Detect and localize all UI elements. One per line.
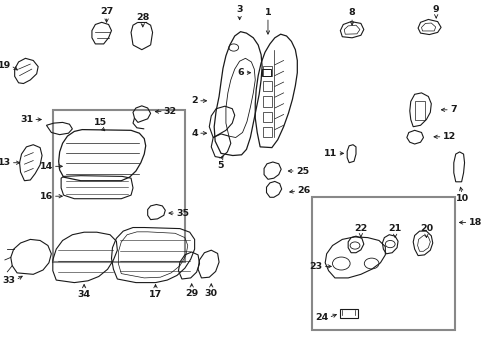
Text: 12: 12 bbox=[442, 132, 455, 141]
Bar bbox=[263, 66, 271, 76]
Text: 10: 10 bbox=[455, 194, 468, 203]
Bar bbox=[414, 101, 425, 120]
Text: 11: 11 bbox=[324, 149, 337, 158]
Text: 25: 25 bbox=[295, 166, 308, 175]
Text: 16: 16 bbox=[40, 192, 53, 201]
Text: 35: 35 bbox=[176, 209, 189, 217]
Text: 4: 4 bbox=[191, 129, 198, 138]
Text: 13: 13 bbox=[0, 158, 11, 167]
Bar bbox=[261, 69, 271, 76]
Text: 33: 33 bbox=[2, 276, 16, 284]
Text: 1: 1 bbox=[264, 8, 271, 17]
Bar bbox=[311, 197, 454, 330]
Text: 24: 24 bbox=[315, 313, 328, 322]
Text: 8: 8 bbox=[348, 8, 355, 17]
Text: 30: 30 bbox=[204, 289, 217, 298]
Text: 3: 3 bbox=[236, 5, 243, 14]
Text: 32: 32 bbox=[163, 107, 177, 116]
Text: 26: 26 bbox=[297, 186, 310, 195]
Text: 18: 18 bbox=[468, 218, 481, 227]
Text: 17: 17 bbox=[148, 290, 162, 299]
Text: 27: 27 bbox=[100, 7, 113, 16]
Bar bbox=[263, 81, 271, 91]
Text: 20: 20 bbox=[419, 224, 432, 233]
Text: 31: 31 bbox=[20, 115, 33, 124]
Text: 5: 5 bbox=[216, 161, 223, 170]
Text: 14: 14 bbox=[40, 162, 53, 171]
Bar bbox=[263, 96, 271, 107]
Bar bbox=[53, 110, 184, 262]
Text: 23: 23 bbox=[309, 262, 322, 271]
Text: 28: 28 bbox=[136, 13, 149, 22]
Bar bbox=[263, 112, 271, 122]
Text: 6: 6 bbox=[237, 68, 244, 77]
Text: 22: 22 bbox=[353, 224, 367, 233]
Text: 29: 29 bbox=[184, 289, 198, 298]
Text: 34: 34 bbox=[78, 290, 90, 299]
Text: 2: 2 bbox=[191, 96, 198, 105]
Text: 21: 21 bbox=[387, 224, 401, 233]
Bar bbox=[263, 127, 271, 137]
Text: 19: 19 bbox=[0, 61, 11, 70]
Text: 7: 7 bbox=[449, 105, 456, 114]
Text: 9: 9 bbox=[432, 5, 439, 14]
Bar bbox=[339, 309, 358, 318]
Text: 15: 15 bbox=[94, 118, 106, 127]
